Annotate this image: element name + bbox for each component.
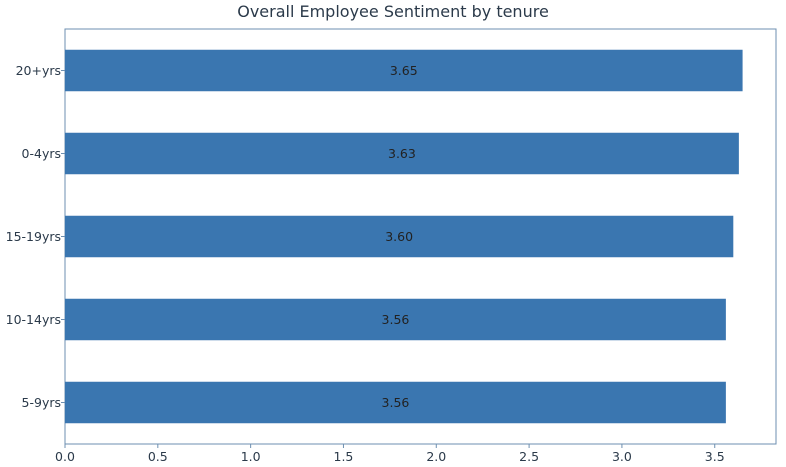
x-tick-label: 0.0 [55,449,75,464]
chart-title: Overall Employee Sentiment by tenure [237,2,549,21]
x-tick-label: 2.0 [426,449,446,464]
x-tick-label: 2.5 [519,449,539,464]
bar-0-4yrs [65,132,739,175]
data-label-0-4yrs: 3.63 [388,146,416,161]
bar-5-9yrs [65,381,726,424]
x-axis-ticks: 0.0 0.5 1.0 1.5 2.0 2.5 3.0 3.5 [55,444,725,464]
data-label-20+yrs: 3.65 [390,63,418,78]
y-tick-label-10-14yrs: 10-14yrs [6,312,61,327]
x-tick-label: 3.5 [705,449,725,464]
y-tick-label-15-19yrs: 15-19yrs [6,229,61,244]
y-tick-labels: 20+yrs 0-4yrs 15-19yrs 10-14yrs 5-9yrs [6,63,65,410]
bar-15-19yrs [65,215,734,258]
x-tick-label: 1.0 [241,449,261,464]
y-tick-label-20+yrs: 20+yrs [16,63,61,78]
y-tick-label-5-9yrs: 5-9yrs [22,395,61,410]
x-tick-label: 0.5 [148,449,168,464]
bar-20+yrs [65,49,743,92]
data-label-15-19yrs: 3.60 [385,229,413,244]
bars-group: 3.65 3.63 3.60 3.56 3.56 [65,49,743,424]
x-tick-label: 3.0 [612,449,632,464]
x-tick-label: 1.5 [334,449,354,464]
data-label-10-14yrs: 3.56 [382,312,410,327]
y-tick-label-0-4yrs: 0-4yrs [22,146,61,161]
bar-10-14yrs [65,298,726,341]
data-label-5-9yrs: 3.56 [382,395,410,410]
